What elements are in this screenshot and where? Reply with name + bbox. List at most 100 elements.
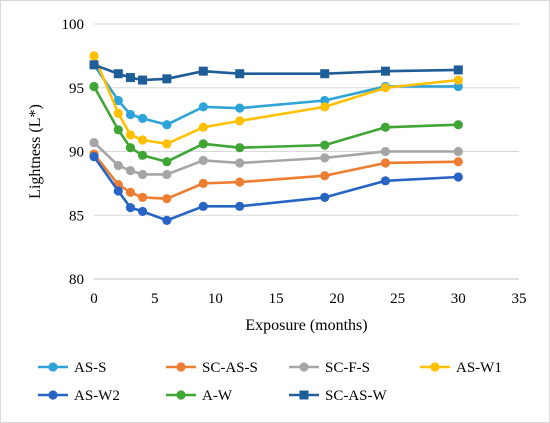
data-point — [198, 178, 208, 188]
x-tick-labels: 0 5 10 15 20 25 30 35 — [90, 291, 526, 307]
x-tick-label: 5 — [151, 291, 159, 307]
data-point — [198, 102, 208, 112]
data-point — [89, 81, 99, 92]
legend-item-AS-S: AS-S — [38, 360, 107, 376]
data-point — [125, 73, 135, 83]
series-AS-W1 — [89, 51, 463, 149]
series-line — [92, 153, 459, 200]
x-tick-label: 15 — [269, 291, 284, 307]
legend: AS-S SC-AS-S SC-F-S AS-W1 AS-W2 A-W SC-AS-W — [38, 360, 502, 404]
series-SC-AS-S — [89, 149, 463, 204]
data-point — [113, 108, 123, 118]
data-point — [125, 187, 136, 197]
data-point — [453, 120, 463, 130]
legend-label: SC-AS-W — [325, 388, 388, 404]
series-SC-AS-W — [89, 60, 463, 85]
data-point — [125, 130, 136, 140]
data-point — [113, 186, 123, 196]
data-point — [235, 201, 245, 211]
data-point — [235, 103, 245, 113]
data-point — [320, 95, 330, 106]
legend-item-SC-AS-W: SC-AS-W — [289, 388, 388, 404]
data-point — [198, 201, 208, 211]
x-tick-label: 20 — [329, 291, 344, 307]
x-tick-label: 25 — [390, 291, 405, 307]
series-SC-F-S — [89, 137, 463, 180]
data-point — [380, 83, 391, 93]
data-point — [380, 146, 391, 157]
data-point — [380, 122, 391, 132]
data-point — [137, 113, 148, 123]
data-point — [320, 102, 330, 112]
data-point — [125, 203, 136, 213]
data-point — [137, 169, 148, 180]
data-point — [162, 139, 172, 149]
data-point — [125, 166, 136, 176]
y-tick-label: 80 — [69, 272, 84, 288]
data-point — [198, 139, 208, 149]
data-point — [137, 206, 148, 217]
data-point — [453, 157, 463, 167]
legend-label: A-W — [202, 388, 233, 404]
data-point — [162, 157, 172, 167]
legend-marker — [176, 362, 186, 372]
data-point — [320, 192, 330, 202]
y-tick-label: 90 — [69, 145, 84, 161]
data-point — [125, 109, 136, 120]
x-tick-label: 30 — [451, 291, 466, 307]
legend-label: AS-W2 — [74, 388, 120, 404]
data-point — [198, 155, 208, 166]
legend-marker — [430, 362, 440, 372]
legend-marker — [299, 362, 309, 372]
legend-label: SC-AS-S — [202, 360, 258, 376]
data-point — [162, 169, 172, 180]
series-line — [92, 155, 459, 222]
data-point — [89, 137, 99, 148]
data-point — [162, 74, 172, 84]
gridlines — [94, 23, 519, 216]
data-point — [198, 122, 208, 132]
data-point — [320, 140, 330, 150]
data-point — [113, 69, 123, 79]
x-tick-label: 0 — [90, 291, 98, 307]
data-point — [89, 51, 99, 61]
series-line — [92, 64, 459, 127]
legend-marker — [176, 390, 186, 400]
series-line — [93, 141, 459, 176]
data-point — [162, 194, 172, 204]
y-tick-label: 85 — [69, 208, 84, 224]
y-tick-label: 100 — [62, 17, 85, 33]
data-point — [320, 69, 330, 79]
series-group — [89, 51, 463, 225]
legend-marker — [299, 390, 309, 400]
data-point — [453, 81, 463, 92]
legend-item-SC-AS-S: SC-AS-S — [166, 360, 258, 376]
series-line — [93, 63, 459, 82]
legend-item-A-W: A-W — [166, 388, 233, 404]
legend-label: AS-W1 — [456, 360, 502, 376]
data-point — [320, 153, 330, 163]
data-point — [113, 160, 123, 171]
data-point — [235, 177, 245, 187]
x-tick-label: 35 — [512, 291, 527, 307]
y-tick-labels: 80 85 90 95 100 — [62, 17, 85, 288]
legend-item-AS-W1: AS-W1 — [420, 360, 502, 376]
data-point — [125, 143, 136, 153]
data-point — [162, 120, 172, 130]
data-point — [113, 95, 123, 106]
data-point — [380, 176, 391, 186]
data-point — [89, 60, 99, 70]
data-point — [380, 66, 390, 76]
data-point — [235, 158, 245, 168]
data-point — [138, 75, 148, 85]
series-line — [92, 55, 459, 146]
legend-label: AS-S — [74, 360, 107, 376]
legend-marker — [48, 390, 58, 400]
data-point — [235, 69, 245, 79]
data-point — [453, 65, 463, 75]
legend-item-AS-W2: AS-W2 — [38, 388, 120, 404]
data-point — [453, 75, 463, 85]
data-point — [137, 150, 148, 160]
data-point — [453, 146, 463, 157]
